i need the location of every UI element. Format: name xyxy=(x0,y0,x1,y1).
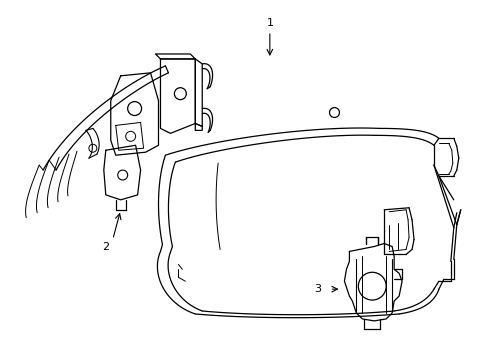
Text: 1: 1 xyxy=(266,18,273,28)
Text: 3: 3 xyxy=(313,284,321,294)
Text: 2: 2 xyxy=(102,243,109,252)
